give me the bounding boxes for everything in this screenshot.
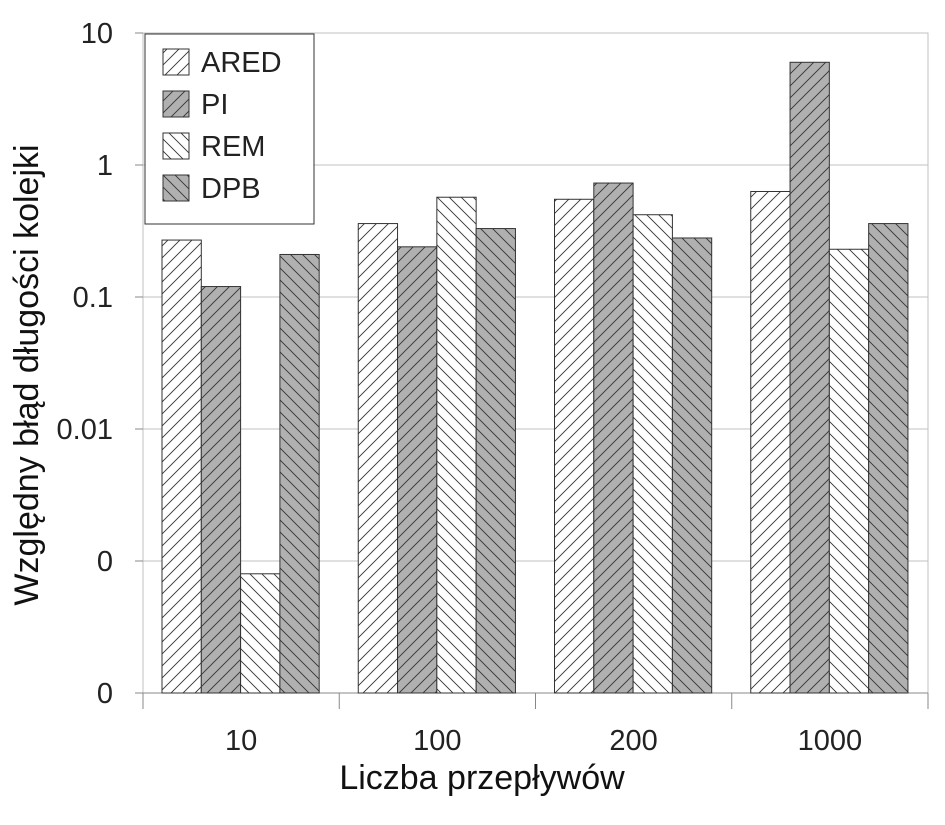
bar-rem-10: [240, 573, 281, 694]
bar-pi-200: [593, 182, 634, 694]
bars: [161, 61, 909, 694]
x-tick-label: 100: [413, 725, 461, 757]
x-tick-label: 1000: [798, 725, 863, 757]
y-tick-label: 10: [81, 18, 113, 50]
y-tick-label: 0: [97, 546, 113, 578]
bar-dpb-1000: [868, 223, 909, 694]
bar-ared-200: [554, 198, 595, 694]
legend-label: DPB: [201, 173, 261, 205]
x-axis-title: Liczba przepływów: [339, 759, 625, 797]
y-tick-label: 0: [97, 678, 113, 710]
bar-pi-100: [397, 246, 438, 694]
legend-swatch: [162, 48, 190, 76]
bar-pi-1000: [789, 61, 830, 694]
bar-rem-1000: [828, 248, 870, 694]
bar-pi-10: [200, 286, 242, 694]
tick-labels: 0 0 0.01 0.1 1 10 10 100 200 1000: [57, 18, 863, 757]
bar-rem-200: [632, 214, 673, 694]
legend-swatch: [162, 174, 190, 202]
legend-label: REM: [201, 131, 265, 163]
legend-swatch: [162, 132, 190, 160]
bar-ared-100: [357, 223, 399, 694]
legend-swatch: [162, 90, 190, 118]
bar-ared-10: [161, 239, 202, 694]
bar-ared-1000: [750, 190, 791, 694]
y-tick-label: 0.01: [57, 414, 113, 446]
y-axis-title: Względny błąd długości kolejki: [8, 144, 46, 605]
y-tick-label: 1: [97, 150, 113, 182]
bar-dpb-100: [475, 228, 516, 694]
legend-label: PI: [201, 89, 228, 121]
bar-rem-100: [436, 196, 477, 694]
bar-dpb-200: [671, 237, 713, 694]
legend: ARED PI REM DPB: [144, 33, 315, 225]
bar-dpb-10: [279, 253, 320, 694]
x-tick-label: 10: [225, 725, 257, 757]
legend-label: ARED: [201, 47, 282, 79]
y-tick-label: 0.1: [73, 282, 113, 314]
x-tick-label: 200: [609, 725, 657, 757]
